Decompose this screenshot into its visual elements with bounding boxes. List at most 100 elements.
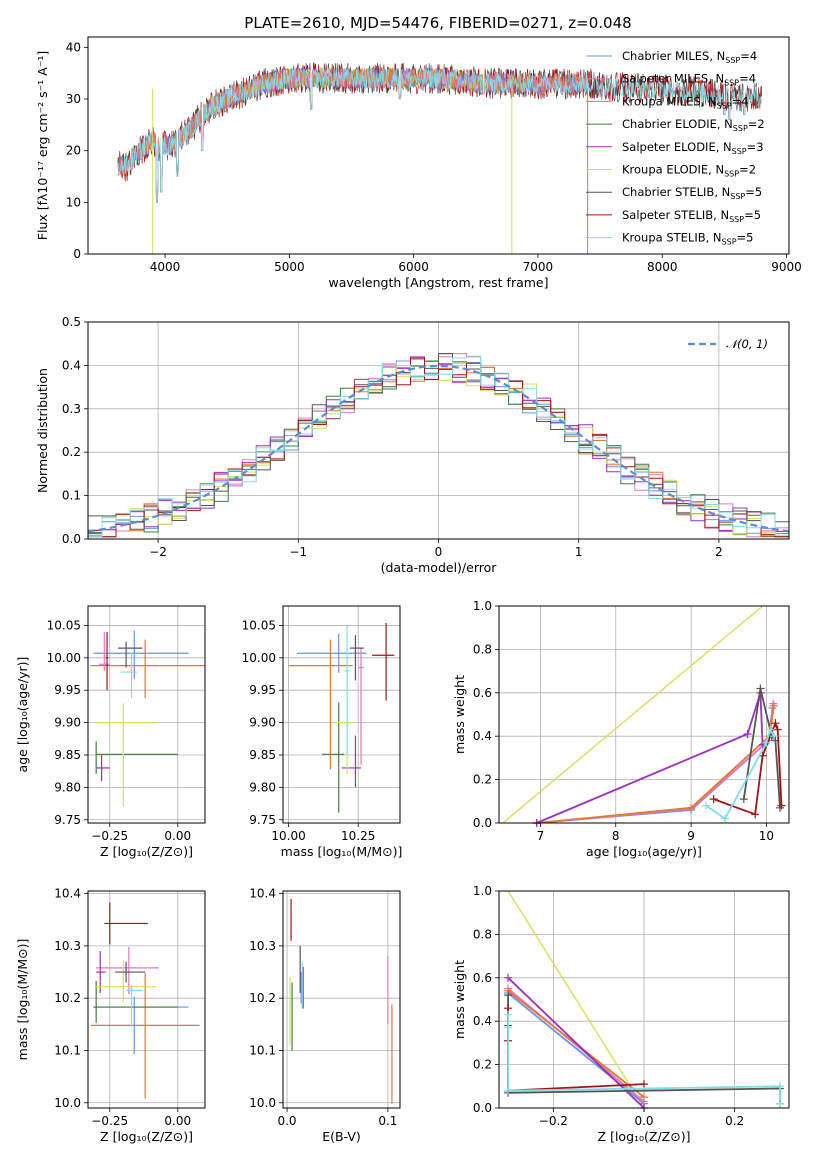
ticks: 7 8 9 10 0.0 0.2 0.4 0.6 0.8 1.0 — [473, 599, 774, 843]
y-tick-label: 0.2 — [473, 1058, 492, 1072]
y-tick-label: 1.0 — [473, 599, 492, 613]
legend: Chabrier MILES, NSSP=4 Salpeter MILES, NS… — [586, 49, 765, 247]
x-tick-label: 8 — [612, 829, 620, 843]
plot-area — [117, 61, 763, 254]
y-tick-label: 9.95 — [249, 683, 276, 697]
y-tick-label: 10.05 — [242, 618, 276, 632]
ticks: 10.00 10.25 9.75 9.80 9.85 9.90 9.95 10.00 10.05 — [242, 618, 376, 843]
weight-marker-chabrier_stelib — [739, 795, 748, 804]
weight-marker-kroupa_stelib — [504, 1023, 513, 1032]
y-axis-label: mass weight — [452, 675, 467, 754]
x-tick-label: −2 — [149, 545, 167, 559]
x-tick-label: 7 — [537, 829, 545, 843]
x-tick-label: 10.00 — [271, 829, 305, 843]
x-tick-label: 0.0 — [277, 1114, 296, 1128]
axes-frame — [498, 890, 790, 1109]
panel-age_vs_mass: 10.00 10.25 9.75 9.80 9.85 9.90 9.95 10.00 10.05… — [242, 605, 402, 859]
ticks: −0.2 0.0 0.2 0.0 0.2 0.4 0.6 0.8 1.0 — [473, 884, 744, 1128]
x-tick-label: 4000 — [150, 260, 181, 274]
legend-label-normal: 𝒩(0, 1) — [726, 337, 768, 351]
grid — [499, 890, 789, 1109]
y-tick-label: 0.4 — [473, 729, 492, 743]
plot-area — [502, 605, 786, 827]
y-tick-label: 9.85 — [249, 748, 276, 762]
panel-weight_vs_z: −0.2 0.0 0.2 0.0 0.2 0.4 0.6 0.8 1.0 Z [log₁₀(Z/Z… — [452, 884, 790, 1144]
y-axis-label: mass [log₁₀(M/M⊙)] — [15, 939, 30, 1061]
weight-marker-salpeter_stelib — [771, 719, 780, 728]
x-tick-label: 0.0 — [634, 1114, 653, 1128]
y-tick-label: 0.5 — [62, 315, 81, 329]
ticks: −0.25 0.00 9.75 9.80 9.85 9.90 9.95 10.00 10.05 — [47, 618, 192, 843]
y-tick-label: 0.8 — [473, 927, 492, 941]
y-tick-label: 20 — [66, 144, 81, 158]
y-tick-label: 10.1 — [249, 1043, 276, 1057]
y-axis-label: Flux [fλ10⁻¹⁷ erg cm⁻² s⁻¹ A⁻¹] — [35, 51, 50, 240]
weight-marker-kroupa_stelib — [504, 1010, 513, 1019]
x-tick-label: 9000 — [771, 260, 802, 274]
legend-label-salpeter_elodie: Salpeter ELODIE, NSSP=3 — [622, 140, 764, 156]
y-tick-label: 0.0 — [473, 1101, 492, 1115]
y-tick-label: 9.80 — [54, 780, 81, 794]
normal-curve — [87, 364, 790, 533]
weight-marker-kroupa_miles — [640, 1093, 648, 1102]
y-tick-label: 0.4 — [473, 1014, 492, 1028]
weight-line-kroupa_elodie — [502, 605, 764, 824]
weight-line-salpeter_stelib — [713, 720, 783, 816]
y-tick-label: 0 — [73, 247, 81, 261]
weight-marker-kroupa_stelib — [504, 1086, 513, 1095]
x-tick-label: 9 — [687, 829, 695, 843]
x-tick-label: 2 — [715, 545, 723, 559]
weight-marker-salpeter_stelib — [709, 795, 718, 804]
weight-line-salpeter_elodie — [536, 692, 764, 824]
weight-marker-kroupa_stelib — [769, 732, 778, 741]
x-axis-label: age [log₁₀(age/yr)] — [586, 844, 702, 859]
weight-marker-salpeter_elodie — [504, 973, 513, 982]
y-tick-label: 0.2 — [62, 445, 81, 459]
y-tick-label: 9.75 — [54, 813, 81, 827]
x-axis-label: Z [log₁₀(Z/Z⊙)] — [100, 1129, 193, 1144]
y-tick-label: 10.2 — [54, 991, 81, 1005]
legend-label-salpeter_miles: Salpeter MILES, NSSP=4 — [622, 72, 756, 88]
legend-label-chabrier_miles: Chabrier MILES, NSSP=4 — [622, 49, 757, 65]
axes-frame — [282, 605, 401, 824]
plot-area — [90, 902, 200, 1099]
weight-marker-chabrier_stelib — [756, 684, 765, 693]
y-tick-label: 10.1 — [54, 1043, 81, 1057]
weight-marker-kroupa_stelib — [775, 1082, 784, 1091]
y-tick-label: 0.6 — [473, 971, 492, 985]
weight-marker-salpeter_stelib — [773, 725, 782, 734]
panel-spectrum: 4000 5000 6000 7000 8000 9000 0 10 20 30 40 wavelen… — [35, 36, 802, 290]
panel-mass_vs_ebv: 0.0 0.1 10.0 10.1 10.2 10.3 10.4 E(B-V) — [249, 887, 401, 1144]
weight-line-salpeter_elodie — [507, 977, 645, 1109]
panel-mass_vs_z: −0.25 0.00 10.0 10.1 10.2 10.3 10.4 Z [log₁₀(Z/… — [15, 887, 206, 1144]
y-tick-label: 0.1 — [62, 489, 81, 503]
weight-marker-kroupa_stelib — [762, 738, 771, 747]
x-tick-label: 0.2 — [725, 1114, 744, 1128]
y-tick-label: 10.00 — [47, 651, 81, 665]
y-axis-label: Normed distribution — [35, 368, 50, 493]
ticks: −0.25 0.00 10.0 10.1 10.2 10.3 10.4 — [54, 887, 191, 1128]
y-tick-label: 10.2 — [249, 991, 276, 1005]
ticks: −2 −1 0 1 2 0.0 0.1 0.2 0.3 0.4 0.5 — [62, 315, 723, 559]
y-tick-label: 10.4 — [249, 887, 276, 901]
plot-area — [90, 630, 205, 807]
y-tick-label: 0.3 — [62, 402, 81, 416]
x-axis-label: wavelength [Angstrom, rest frame] — [328, 275, 548, 290]
plot-area — [87, 353, 790, 539]
y-tick-label: 10.3 — [54, 939, 81, 953]
x-tick-label: 0.1 — [378, 1114, 397, 1128]
weight-line-kroupa_elodie — [507, 890, 645, 1109]
x-tick-label: 0 — [435, 545, 443, 559]
weight-marker-kroupa_stelib — [775, 1099, 784, 1108]
x-axis-label: (data-model)/error — [381, 560, 498, 575]
x-tick-label: 1 — [575, 545, 583, 559]
weight-marker-kroupa_stelib — [702, 801, 711, 810]
y-tick-label: 9.80 — [249, 780, 276, 794]
y-axis-label: mass weight — [452, 960, 467, 1039]
axes-frame — [87, 890, 206, 1109]
y-tick-label: 10.3 — [249, 939, 276, 953]
y-tick-label: 9.90 — [54, 716, 81, 730]
y-tick-label: 10.4 — [54, 887, 81, 901]
legend-label-kroupa_stelib: Kroupa STELIB, NSSP=5 — [622, 231, 753, 247]
